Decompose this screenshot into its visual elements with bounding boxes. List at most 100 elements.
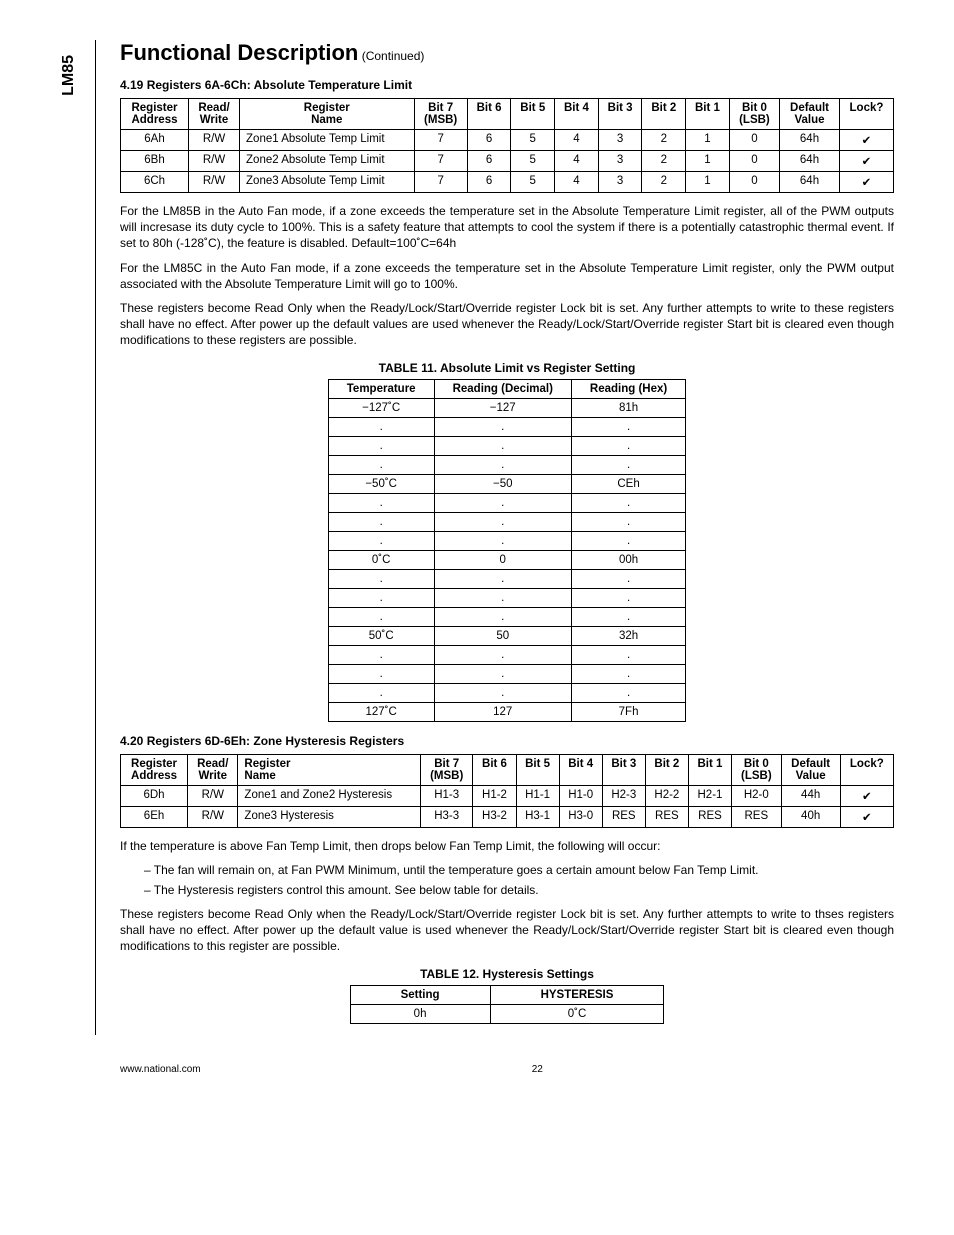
table-row: ... xyxy=(328,664,685,683)
table-cell: H1-0 xyxy=(559,785,602,806)
table-12: Setting HYSTERESIS 0h0˚C xyxy=(350,985,665,1024)
table-cell: 1 xyxy=(686,172,730,193)
table-cell: 3 xyxy=(598,151,642,172)
footer-url: www.national.com xyxy=(120,1064,201,1075)
col-header: RegisterName xyxy=(238,754,421,785)
table-cell: . xyxy=(434,512,571,531)
table-cell: . xyxy=(571,645,685,664)
col-header: DefaultValue xyxy=(781,754,840,785)
table-cell: ✔ xyxy=(839,172,893,193)
col-header: Bit 5 xyxy=(516,754,559,785)
table-row: 50˚C5032h xyxy=(328,626,685,645)
table-cell: R/W xyxy=(188,151,239,172)
table-cell: . xyxy=(434,493,571,512)
table-cell: RES xyxy=(602,806,645,827)
register-table-419: RegisterAddress Read/Write RegisterName … xyxy=(120,98,894,193)
table-cell: . xyxy=(328,455,434,474)
col-header: Bit 3 xyxy=(598,99,642,130)
table-cell: CEh xyxy=(571,474,685,493)
table-cell: R/W xyxy=(188,172,239,193)
table-cell: 00h xyxy=(571,550,685,569)
table-cell: . xyxy=(571,607,685,626)
table-row: ... xyxy=(328,683,685,702)
col-header: RegisterAddress xyxy=(121,99,189,130)
table-cell: . xyxy=(328,531,434,550)
table-row: ... xyxy=(328,569,685,588)
page: LM85 Functional Description (Continued) … xyxy=(0,0,954,1115)
list-item: – The fan will remain on, at Fan PWM Min… xyxy=(144,862,894,878)
table-cell: 4 xyxy=(555,151,599,172)
table-cell: . xyxy=(571,436,685,455)
col-header: Bit 6 xyxy=(467,99,511,130)
table-cell: 5 xyxy=(511,151,555,172)
table-cell: 0˚C xyxy=(328,550,434,569)
col-header: Bit 5 xyxy=(511,99,555,130)
table-cell: . xyxy=(328,683,434,702)
table-cell: 32h xyxy=(571,626,685,645)
table-row: 0˚C000h xyxy=(328,550,685,569)
table-cell: . xyxy=(328,417,434,436)
table-cell: 0h xyxy=(350,1004,490,1023)
table-cell: H3-0 xyxy=(559,806,602,827)
table-row: −50˚C−50CEh xyxy=(328,474,685,493)
table-cell: . xyxy=(571,531,685,550)
col-header: Bit 1 xyxy=(686,99,730,130)
table-11-title: TABLE 11. Absolute Limit vs Register Set… xyxy=(120,361,894,375)
table-cell: R/W xyxy=(188,806,238,827)
table-cell: ✔ xyxy=(839,130,893,151)
table-cell: 2 xyxy=(642,151,686,172)
table-row: ... xyxy=(328,531,685,550)
table-cell: . xyxy=(434,455,571,474)
paragraph: For the LM85B in the Auto Fan mode, if a… xyxy=(120,203,894,252)
table-cell: 127˚C xyxy=(328,702,434,721)
table-cell: 7 xyxy=(414,130,467,151)
page-footer: www.national.com 22 xyxy=(100,1064,894,1075)
table-row: 6DhR/WZone1 and Zone2 HysteresisH1-3H1-2… xyxy=(121,785,894,806)
table-cell: H1-2 xyxy=(473,785,516,806)
col-header: Bit 7(MSB) xyxy=(420,754,473,785)
col-header: Reading (Decimal) xyxy=(434,379,571,398)
table-cell: H2-1 xyxy=(688,785,731,806)
col-header: Bit 4 xyxy=(555,99,599,130)
table-cell: 1 xyxy=(686,130,730,151)
table-cell: Zone1 and Zone2 Hysteresis xyxy=(238,785,421,806)
table-cell: Zone2 Absolute Temp Limit xyxy=(240,151,415,172)
table-12-title: TABLE 12. Hysteresis Settings xyxy=(120,967,894,981)
table-cell: . xyxy=(571,683,685,702)
table-cell: ✔ xyxy=(839,151,893,172)
table-cell: 5 xyxy=(511,130,555,151)
table-cell: RES xyxy=(645,806,688,827)
col-header: Read/Write xyxy=(188,99,239,130)
table-row: −127˚C−12781h xyxy=(328,398,685,417)
col-header: Lock? xyxy=(840,754,893,785)
table-cell: 4 xyxy=(555,130,599,151)
table-row: ... xyxy=(328,512,685,531)
table-cell: 64h xyxy=(780,130,840,151)
col-header: Bit 6 xyxy=(473,754,516,785)
table-cell: 127 xyxy=(434,702,571,721)
col-header: Bit 2 xyxy=(642,99,686,130)
col-header: RegisterAddress xyxy=(121,754,188,785)
table-cell: Zone3 Hysteresis xyxy=(238,806,421,827)
col-header: Temperature xyxy=(328,379,434,398)
content-area: Functional Description (Continued) 4.19 … xyxy=(100,40,894,1024)
table-cell: 3 xyxy=(598,130,642,151)
table-cell: H2-2 xyxy=(645,785,688,806)
table-cell: . xyxy=(571,569,685,588)
table-row: ... xyxy=(328,588,685,607)
table-cell: . xyxy=(328,664,434,683)
table-row: 6AhR/WZone1 Absolute Temp Limit765432106… xyxy=(121,130,894,151)
table-cell: . xyxy=(434,588,571,607)
table-cell: . xyxy=(434,531,571,550)
table-cell: . xyxy=(434,664,571,683)
table-row: 0h0˚C xyxy=(350,1004,664,1023)
table-11: Temperature Reading (Decimal) Reading (H… xyxy=(328,379,686,722)
table-row: ... xyxy=(328,645,685,664)
table-cell: . xyxy=(328,436,434,455)
table-cell: 5 xyxy=(511,172,555,193)
section-419-title: 4.19 Registers 6A-6Ch: Absolute Temperat… xyxy=(120,78,894,92)
table-cell: 0 xyxy=(729,151,779,172)
table-row: 6ChR/WZone3 Absolute Temp Limit765432106… xyxy=(121,172,894,193)
table-cell: 7Fh xyxy=(571,702,685,721)
table-cell: −50 xyxy=(434,474,571,493)
